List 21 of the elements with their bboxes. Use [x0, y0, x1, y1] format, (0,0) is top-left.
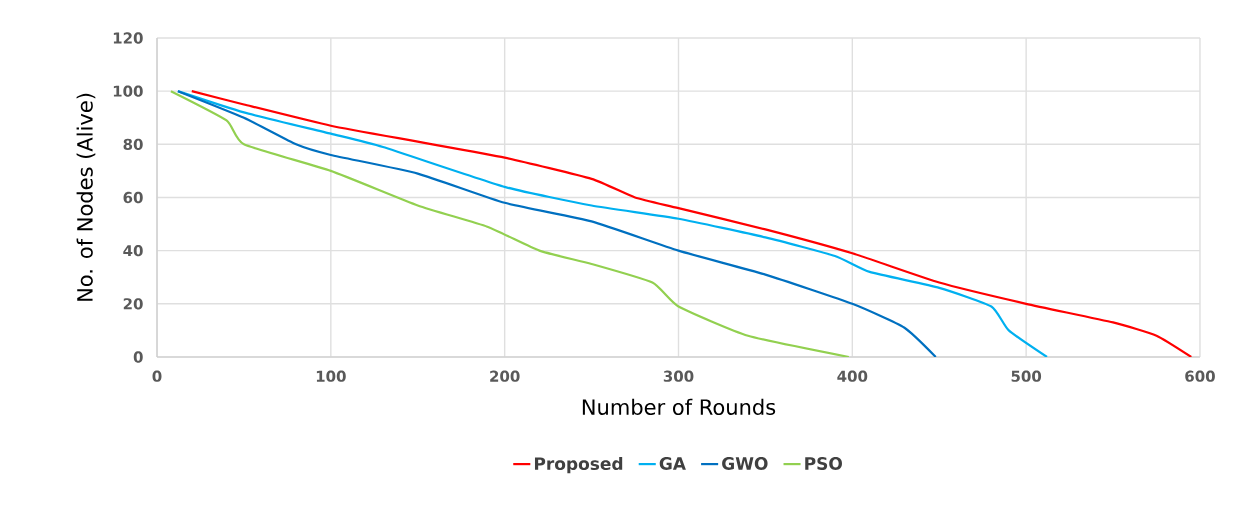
y-tick-label: 0: [133, 351, 143, 363]
line-series: [190, 90, 1193, 357]
y-axis-title: No. of Nodes (Alive): [76, 93, 96, 301]
legend-label: PSO: [805, 457, 842, 470]
x-tick-label: 300: [663, 370, 694, 382]
y-tick-label: 60: [123, 191, 143, 204]
x-tick-label: 200: [490, 370, 520, 382]
legend-label: Proposed: [534, 456, 623, 474]
y-tick-label: 40: [123, 244, 143, 257]
x-tick-label: 500: [1011, 370, 1042, 382]
x-tick-label: 400: [837, 370, 868, 382]
y-tick-label: 80: [123, 138, 143, 150]
x-axis-title: Number of Rounds: [582, 398, 776, 415]
x-tick-label: 100: [316, 370, 346, 382]
x-tick-label: 600: [1185, 370, 1215, 382]
legend-label: GA: [659, 457, 686, 470]
y-tick-label: 120: [113, 32, 143, 44]
y-tick-label: 20: [123, 298, 143, 310]
legend-label: GWO: [722, 457, 768, 470]
x-tick-label: 0: [152, 370, 162, 382]
y-tick-label: 100: [113, 85, 143, 97]
